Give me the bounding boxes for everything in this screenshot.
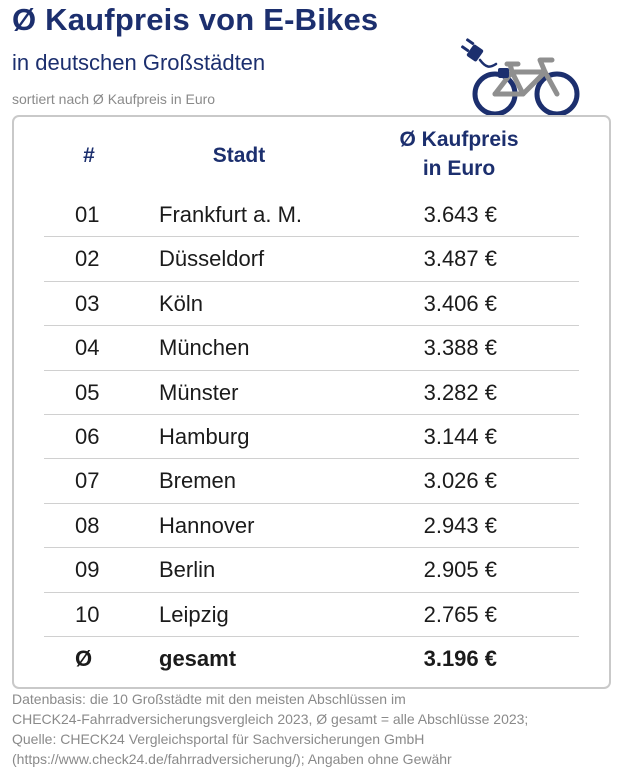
table-body: 01 Frankfurt a. M. 3.643 € 02 Düsseldorf… (44, 193, 579, 680)
sort-note: sortiert nach Ø Kaufpreis in Euro (12, 91, 216, 107)
price-cell: 3.144 € (423, 423, 497, 449)
rank-cell: 04 (75, 335, 100, 361)
city-cell: Hamburg (159, 423, 250, 449)
rank-cell: 03 (75, 290, 100, 316)
city-cell: Hannover (159, 512, 255, 538)
total-symbol: Ø (75, 645, 93, 671)
city-cell: Münster (159, 379, 239, 405)
footer-line: Datenbasis: die 10 Großstädte mit den me… (12, 691, 406, 707)
column-header-city: Stadt (212, 144, 266, 167)
price-cell: 3.487 € (423, 246, 497, 272)
footer-line: Quelle: CHECK24 Vergleichsportal für Sac… (12, 731, 425, 747)
price-cell: 3.282 € (423, 379, 497, 405)
city-cell: Leipzig (159, 601, 229, 627)
price-cell: 3.026 € (423, 468, 497, 494)
ebike-icon (460, 38, 580, 117)
table-row: 09 Berlin 2.905 € (44, 548, 579, 593)
city-cell: Köln (159, 290, 204, 316)
table-row: 10 Leipzig 2.765 € (44, 593, 579, 637)
price-cell: 2.943 € (423, 512, 497, 538)
price-cell: 2.765 € (423, 601, 497, 627)
table-row: 05 Münster 3.282 € (44, 371, 579, 415)
total-row: Ø gesamt 3.196 € (44, 637, 579, 680)
rank-cell: 05 (75, 379, 100, 405)
footer-line: (https://www.check24.de/fahrradversicher… (12, 751, 452, 767)
total-price: 3.196 € (423, 645, 497, 671)
table-row: 02 Düsseldorf 3.487 € (44, 237, 579, 282)
table-row: 07 Bremen 3.026 € (44, 459, 579, 504)
rank-cell: 01 (75, 202, 100, 227)
footer-line: CHECK24-Fahrradversicherungsvergleich 20… (12, 711, 529, 727)
city-cell: Düsseldorf (159, 246, 265, 272)
table-row: 06 Hamburg 3.144 € (44, 415, 579, 460)
table-row: 03 Köln 3.406 € (44, 282, 579, 327)
price-cell: 3.406 € (423, 290, 497, 316)
price-cell: 3.643 € (423, 202, 497, 227)
rank-cell: 06 (75, 423, 100, 449)
total-label: gesamt (159, 645, 237, 671)
city-cell: München (159, 335, 250, 361)
city-cell: Berlin (159, 557, 216, 583)
city-cell: Bremen (159, 468, 237, 494)
source-footer: Datenbasis: die 10 Großstädte mit den me… (12, 689, 612, 769)
rank-cell: 08 (75, 512, 100, 538)
column-header-rank: # (83, 144, 95, 167)
price-cell: 2.905 € (423, 557, 497, 583)
city-cell: Frankfurt a. M. (159, 202, 303, 227)
table-row: 04 München 3.388 € (44, 326, 579, 371)
table-header: # Stadt Ø Kaufpreis in Euro (14, 117, 609, 193)
page-subtitle: in deutschen Großstädten (12, 50, 266, 75)
ranking-table: # Stadt Ø Kaufpreis in Euro 01 Frankfurt… (12, 115, 611, 689)
rank-cell: 02 (75, 246, 100, 272)
page-title: Ø Kaufpreis von E-Bikes (12, 2, 379, 37)
rank-cell: 09 (75, 557, 100, 583)
table-row: 08 Hannover 2.943 € (44, 504, 579, 549)
table-row: 01 Frankfurt a. M. 3.643 € (44, 193, 579, 238)
rank-cell: 07 (75, 468, 100, 494)
price-cell: 3.388 € (423, 335, 497, 361)
column-header-price-line1: Ø Kaufpreis (399, 128, 519, 151)
rank-cell: 10 (75, 601, 100, 627)
column-header-price: Ø Kaufpreis in Euro (374, 125, 544, 183)
column-header-price-line2: in Euro (422, 157, 496, 180)
